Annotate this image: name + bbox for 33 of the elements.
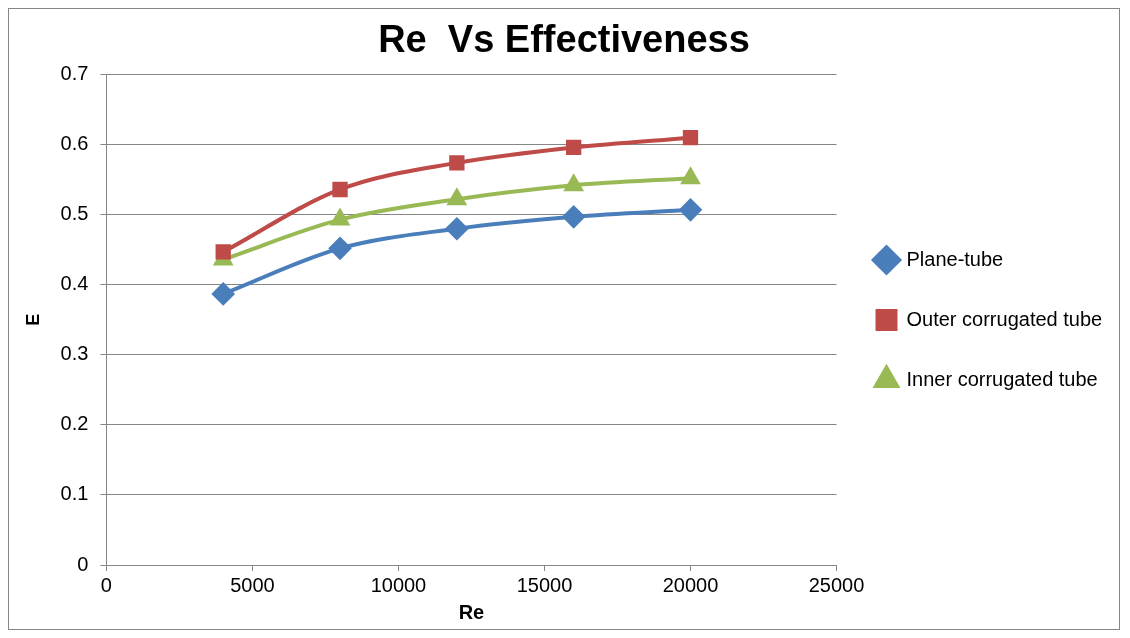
y-tick-label: 0.5	[60, 202, 89, 225]
y-tick-label: 0	[77, 552, 89, 575]
y-tick-label: 0.6	[60, 132, 89, 155]
point	[329, 237, 352, 260]
y-tick-label: 0.4	[60, 272, 89, 295]
x-tick-label: 0	[100, 573, 112, 596]
point	[445, 217, 468, 240]
point	[566, 139, 582, 156]
point	[679, 198, 702, 221]
legend-label: Inner corrugated tube	[906, 367, 1098, 390]
x-tick-label: 10000	[370, 573, 427, 596]
legend-label: Plane-tube	[906, 247, 1004, 270]
y-tick-label: 0.2	[60, 412, 89, 435]
point	[215, 244, 231, 260]
legend-label: Outer corrugated tube	[906, 307, 1103, 330]
x-tick-label: 20000	[662, 573, 719, 596]
x-tick-label: 25000	[808, 573, 865, 596]
x-tick-label: 5000	[230, 573, 275, 596]
point	[332, 181, 348, 198]
point	[681, 168, 700, 185]
y-axis-title: E	[22, 313, 43, 326]
point	[449, 155, 465, 171]
point	[562, 205, 585, 228]
point	[447, 189, 466, 206]
y-tick-label: 0.1	[60, 482, 89, 505]
y-tick-label: 0.3	[60, 342, 89, 365]
y-tick-label: 0.7	[60, 62, 89, 85]
chart-title: Re Vs Effectiveness	[378, 18, 750, 61]
point	[212, 282, 235, 305]
point	[564, 175, 583, 192]
x-axis-title: Re	[458, 600, 485, 623]
point	[682, 130, 699, 146]
x-tick-label: 15000	[516, 573, 573, 596]
